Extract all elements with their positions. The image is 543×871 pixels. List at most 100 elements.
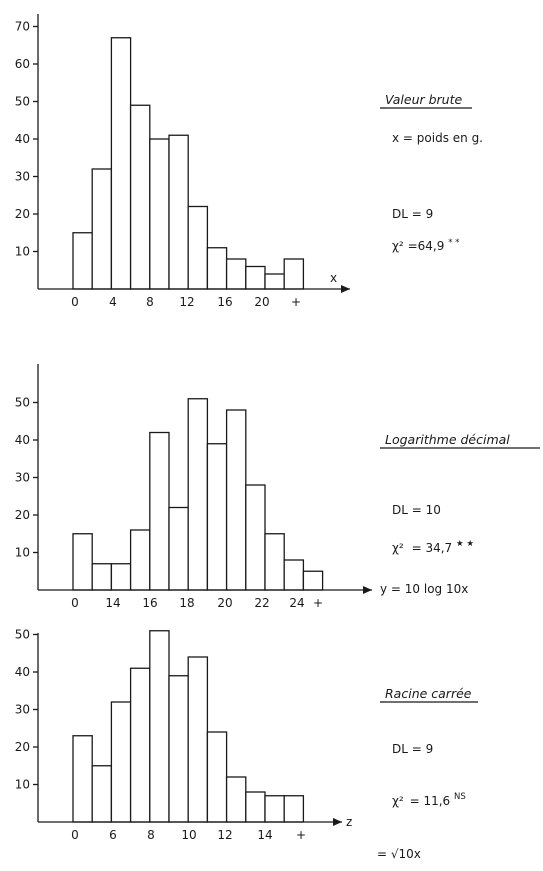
panel3-chi2: χ² = 11,6 NS bbox=[392, 792, 466, 808]
panel3-bar bbox=[72, 735, 93, 823]
panel1-y-tick-label: 50 bbox=[15, 95, 30, 109]
panel3-y-tick-label: 10 bbox=[15, 778, 30, 792]
panel2-bar bbox=[245, 484, 266, 591]
panel2-x-tick-label: 20 bbox=[217, 596, 232, 610]
panel2-x-tick-label: 14 bbox=[105, 596, 120, 610]
panel2-x-tick-label: 18 bbox=[179, 596, 194, 610]
panel1-bar bbox=[245, 265, 266, 290]
panel1-bar bbox=[225, 258, 247, 290]
panel2-axis-formula: y = 10 log 10x bbox=[380, 582, 468, 596]
panel2-bar bbox=[302, 570, 324, 591]
panel3-chi2-value: = 11,6 bbox=[410, 794, 451, 808]
panel1-y-tick-label: 40 bbox=[15, 132, 30, 146]
panel2-bar bbox=[149, 431, 170, 591]
panel3-x-tick-label: + bbox=[296, 828, 306, 842]
panel2-dl: DL = 10 bbox=[392, 503, 441, 517]
panel3-x-tick-label: 6 bbox=[109, 828, 117, 842]
panel2-chi2-value: = 34,7 bbox=[412, 541, 453, 555]
panel2-bar bbox=[91, 563, 113, 591]
panel3-bar bbox=[91, 765, 113, 823]
panel1-bar bbox=[91, 168, 113, 290]
panel2-x-tick-label: + bbox=[313, 596, 323, 610]
panel2-y-tick-label: 50 bbox=[15, 396, 30, 410]
panel3-bar bbox=[206, 731, 228, 823]
panel2-chi2-symbol: χ² bbox=[392, 541, 404, 555]
panel3-x-tick-label: 8 bbox=[147, 828, 155, 842]
panel3-x-tick-label: 0 bbox=[71, 828, 79, 842]
panel1-title: Valeur brute bbox=[385, 92, 463, 107]
panel1-bar bbox=[206, 247, 228, 290]
panel2-bar bbox=[72, 533, 93, 591]
panel2-bar bbox=[129, 529, 151, 591]
panel3-x-tick-label: 12 bbox=[217, 828, 232, 842]
panel3-axis-formula: = √10x bbox=[377, 847, 421, 861]
panel1-chi2: χ² =64,9 * * bbox=[392, 238, 459, 253]
panel1-bar bbox=[110, 37, 132, 290]
panel2-bar bbox=[168, 506, 189, 591]
panel1-bar bbox=[72, 232, 93, 290]
panel2-y-tick-label: 40 bbox=[15, 433, 30, 447]
panel1-y-tick-label: 20 bbox=[15, 207, 30, 221]
panel2-bar bbox=[225, 409, 247, 591]
panel3-xaxis: 0 6 8 10 12 14 + bbox=[38, 818, 342, 842]
panel3-x-tick-label: 14 bbox=[257, 828, 272, 842]
panel3-bar bbox=[110, 701, 132, 823]
panel2-x-tick-label: 22 bbox=[254, 596, 269, 610]
panel3-bar bbox=[129, 667, 151, 823]
panel3-yaxis: 10 20 30 40 50 bbox=[15, 628, 39, 822]
panel1-yaxis: 10 20 30 40 50 60 70 bbox=[15, 14, 39, 289]
panel2-y-tick-label: 10 bbox=[15, 546, 30, 560]
panel1-bar bbox=[168, 134, 189, 290]
panel3-bar bbox=[264, 795, 285, 823]
panel1-x-axis-label: x bbox=[330, 271, 337, 285]
panel1-x-tick-label: 12 bbox=[179, 295, 194, 309]
panel3-bar bbox=[225, 776, 247, 823]
panel1-bar bbox=[187, 205, 209, 290]
panel1-bar bbox=[129, 104, 151, 290]
panel1-y-tick-label: 10 bbox=[15, 245, 30, 259]
panel1-bar bbox=[283, 258, 305, 290]
panel3-y-tick-label: 20 bbox=[15, 740, 30, 754]
panel3-bar bbox=[245, 791, 266, 823]
panel1-xaxis: 0 4 8 12 16 20 + bbox=[38, 285, 350, 309]
panel3-x-axis-label: z bbox=[346, 815, 352, 829]
panel3-chi2-sig: NS bbox=[454, 792, 466, 802]
panel3-dl: DL = 9 bbox=[392, 742, 433, 756]
panel3-chi2-symbol: χ² bbox=[392, 794, 404, 808]
panel3-y-tick-label: 30 bbox=[15, 703, 30, 717]
panel1-chi2-sig: * * bbox=[448, 238, 459, 248]
panel2-chi2-sig: ★ ★ bbox=[456, 539, 474, 549]
panel2-title: Logarithme décimal bbox=[385, 432, 510, 447]
panel1-y-tick-label: 70 bbox=[15, 20, 30, 34]
panel1-dl: DL = 9 bbox=[392, 207, 433, 221]
panel3-bars bbox=[72, 630, 305, 823]
panel2-bar bbox=[283, 559, 305, 591]
panel2-x-axis-arrow bbox=[363, 586, 372, 594]
panel3-bar bbox=[283, 795, 305, 823]
panel2-bar bbox=[206, 443, 228, 591]
panel1-chi2-symbol: χ² bbox=[392, 239, 404, 253]
panel1-x-axis-arrow bbox=[341, 285, 350, 293]
panel1-x-tick-label: 20 bbox=[254, 295, 269, 309]
panel1-y-tick-label: 60 bbox=[15, 57, 30, 71]
panel2-xaxis: 0 14 16 18 20 22 24 + bbox=[38, 586, 372, 610]
panel1-x-tick-label: 16 bbox=[217, 295, 232, 309]
panel1-x-tick-label: 8 bbox=[146, 295, 154, 309]
panel-sqrt: 10 20 30 40 50 0 6 8 10 12 14 + z = √10x Racine ca… bbox=[15, 628, 478, 861]
panel3-bar bbox=[149, 630, 170, 823]
panel2-bar bbox=[264, 533, 285, 591]
panel3-title: Racine carrée bbox=[385, 686, 472, 701]
panel1-chi2-value: =64,9 bbox=[408, 239, 445, 253]
panel2-yaxis: 10 20 30 40 50 bbox=[15, 364, 39, 590]
panel-log: 10 20 30 40 50 0 14 16 18 20 22 24 + y = 10 log 10x… bbox=[15, 364, 540, 610]
panel1-bar bbox=[149, 138, 170, 290]
panel2-bars bbox=[72, 398, 324, 591]
panel1-x-tick-label: 4 bbox=[109, 295, 117, 309]
panel3-x-tick-label: 10 bbox=[181, 828, 196, 842]
panel1-x-tick-label: 0 bbox=[71, 295, 79, 309]
panel1-bars bbox=[72, 37, 305, 290]
panel2-bar bbox=[110, 563, 132, 591]
panel2-y-tick-label: 20 bbox=[15, 508, 30, 522]
panel3-y-tick-label: 50 bbox=[15, 628, 30, 642]
